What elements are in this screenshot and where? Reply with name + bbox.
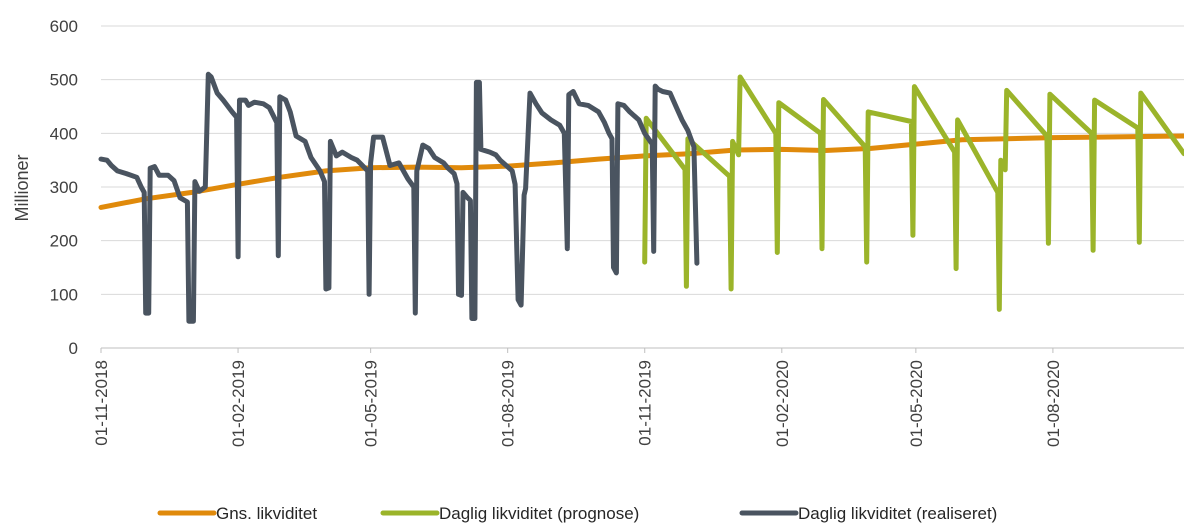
x-tick-label: 01-05-2020 (907, 360, 926, 447)
x-tick-label: 01-11-2018 (92, 360, 111, 446)
y-tick-label: 0 (69, 339, 78, 358)
series-line-0 (98, 133, 1184, 210)
y-tick-label: 300 (50, 178, 78, 197)
x-tick-label: 01-08-2019 (499, 360, 518, 447)
legend-item-0: Gns. likviditet (157, 504, 317, 523)
y-tick-label: 100 (50, 285, 78, 304)
x-tick-label: 01-11-2019 (636, 360, 655, 446)
x-tick-label: 01-08-2020 (1044, 360, 1063, 447)
legend-label: Daglig likviditet (realiseret) (798, 504, 997, 523)
series-line-2 (98, 71, 700, 324)
series-lines (98, 71, 1184, 324)
y-axis-title: Millioner (12, 154, 32, 221)
legend-item-2: Daglig likviditet (realiseret) (739, 504, 997, 523)
x-tick-label: 01-02-2020 (773, 360, 792, 447)
y-tick-label: 400 (50, 124, 78, 143)
y-tick-label: 500 (50, 71, 78, 90)
legend-item-1: Daglig likviditet (prognose) (380, 504, 639, 523)
legend: Gns. likviditet Daglig likviditet (progno… (157, 504, 997, 523)
x-tick-label: 01-02-2019 (229, 360, 248, 447)
y-axis-ticks: 0 100 200 300 400 500 600 (50, 17, 78, 358)
x-axis-ticks: 01-11-2018 01-02-2019 01-05-2019 01-08-2019… (92, 348, 1063, 447)
y-tick-label: 200 (50, 232, 78, 251)
x-tick-label: 01-05-2019 (362, 360, 381, 447)
legend-label: Gns. likviditet (216, 504, 317, 523)
legend-label: Daglig likviditet (prognose) (439, 504, 639, 523)
y-tick-label: 600 (50, 17, 78, 36)
series-line-1 (642, 74, 1184, 312)
